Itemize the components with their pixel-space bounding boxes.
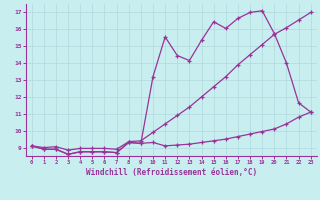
X-axis label: Windchill (Refroidissement éolien,°C): Windchill (Refroidissement éolien,°C)	[86, 168, 257, 177]
